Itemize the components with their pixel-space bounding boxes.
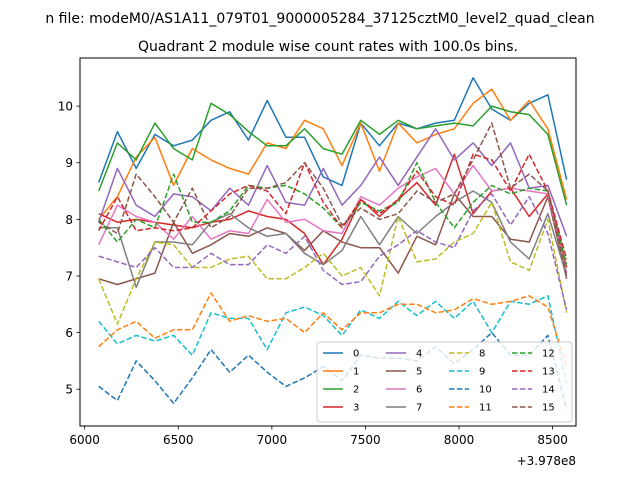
legend-label-7: 7 [416, 403, 422, 414]
x-tick-label: 6000 [69, 433, 100, 447]
legend-label-2: 2 [353, 385, 359, 396]
y-tick-label: 5 [65, 383, 73, 397]
chart-title: n file: modeM0/AS1A11_079T01_9000005284_… [45, 11, 594, 27]
series-line-3 [98, 153, 568, 268]
chart-subtitle: Quadrant 2 module wise count rates with … [138, 39, 518, 55]
series-line-5 [98, 193, 568, 286]
series-layer [97, 77, 568, 410]
y-tick-label: 6 [65, 326, 73, 340]
series-line-0 [97, 77, 568, 187]
series-line-10 [98, 331, 568, 410]
series-line-15 [98, 122, 568, 277]
series-line-4 [97, 128, 568, 237]
legend-label-15: 15 [542, 403, 555, 414]
series-line-9 [98, 295, 568, 384]
legend-label-10: 10 [479, 385, 492, 396]
legend-label-11: 11 [479, 403, 492, 414]
x-tick-label: 7000 [257, 433, 288, 447]
legend-label-4: 4 [416, 349, 422, 360]
legend-label-0: 0 [353, 349, 359, 360]
legend-label-1: 1 [353, 367, 359, 378]
series-line-8 [98, 201, 568, 325]
y-tick-label: 10 [58, 100, 73, 114]
series-line-7 [98, 190, 568, 289]
series-line-1 [98, 88, 568, 220]
series-line-13 [98, 153, 568, 260]
x-tick-label: 8000 [444, 433, 475, 447]
y-tick-label: 9 [65, 156, 73, 170]
x-tick-label: 6500 [163, 433, 194, 447]
legend-box [316, 341, 573, 423]
legend-label-12: 12 [542, 349, 555, 360]
x-axis: 6000 6500 7000 7500 8000 8500 [69, 426, 568, 447]
series-line-14 [98, 193, 568, 311]
legend-label-13: 13 [542, 367, 555, 378]
legend-label-14: 14 [542, 385, 555, 396]
x-axis-offset-label: +3.978e8 [517, 454, 576, 468]
x-tick-label: 7500 [350, 433, 381, 447]
legend-label-3: 3 [353, 403, 359, 414]
legend-label-5: 5 [416, 367, 422, 378]
plot-frame [79, 57, 577, 427]
legend-label-8: 8 [479, 349, 485, 360]
legend-label-6: 6 [416, 385, 422, 396]
x-tick-label: 8500 [537, 433, 568, 447]
series-line-2 [98, 102, 568, 206]
y-tick-label: 7 [65, 269, 73, 283]
legend-label-9: 9 [479, 367, 485, 378]
y-axis: 5 6 7 8 9 10 [58, 100, 80, 397]
y-tick-label: 8 [65, 213, 73, 227]
series-line-6 [98, 164, 568, 274]
series-line-12 [98, 161, 568, 265]
